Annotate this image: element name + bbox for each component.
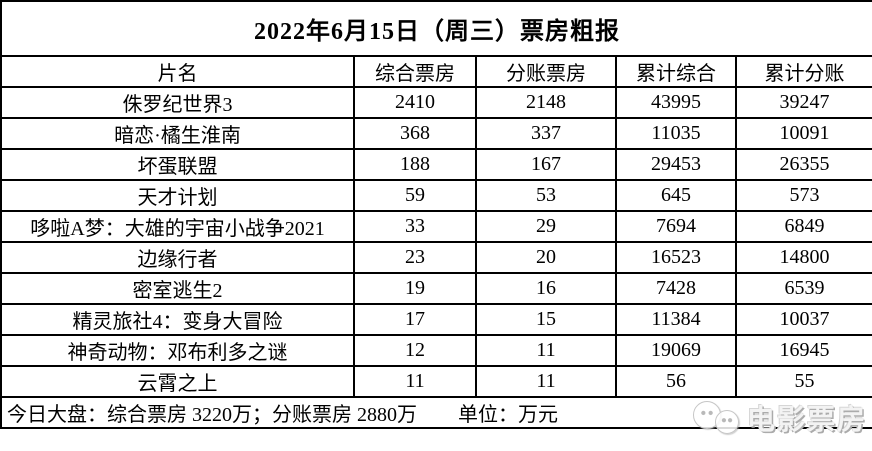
daily-gross-cell: 23 [353,241,477,274]
daily-split-cell: 29 [475,210,617,243]
cum-split-cell: 6539 [734,272,872,305]
report-title: 2022年6月15日（周三）票房粗报 [0,0,872,57]
cum-split-cell: 14800 [734,241,872,274]
movie-name-cell: 侏罗纪世界3 [0,86,355,119]
title-row: 2022年6月15日（周三）票房粗报 [0,0,872,57]
cum-gross-cell: 43995 [615,86,737,119]
cum-gross-cell: 11384 [615,303,737,336]
daily-split-cell: 20 [475,241,617,274]
header-row: 片名 综合票房 分账票房 累计综合 累计分账 [0,55,872,88]
table-row: 神奇动物：邓布利多之谜 12 11 19069 16945 [0,334,872,367]
column-header-film-name: 片名 [0,55,355,88]
daily-gross-cell: 368 [353,117,477,150]
cum-split-cell: 55 [734,365,872,398]
cum-split-cell: 39247 [734,86,872,119]
cum-gross-cell: 56 [615,365,737,398]
cum-split-cell: 6849 [734,210,872,243]
table-row: 云霄之上 11 11 56 55 [0,365,872,398]
column-header-daily-gross: 综合票房 [353,55,477,88]
daily-total-summary: 今日大盘：综合票房 3220万；分账票房 2880万 [7,404,417,426]
daily-gross-cell: 2410 [353,86,477,119]
cum-gross-cell: 29453 [615,148,737,181]
table-row: 天才计划 59 53 645 573 [0,179,872,212]
cum-split-cell: 573 [734,179,872,212]
table-row: 侏罗纪世界3 2410 2148 43995 39247 [0,86,872,119]
movie-name-cell: 哆啦A梦：大雄的宇宙小战争2021 [0,210,355,243]
movie-name-cell: 坏蛋联盟 [0,148,355,181]
cum-gross-cell: 7694 [615,210,737,243]
movie-name-cell: 云霄之上 [0,365,355,398]
daily-split-cell: 16 [475,272,617,305]
column-header-cum-split: 累计分账 [734,55,872,88]
daily-split-cell: 167 [475,148,617,181]
column-header-cum-gross: 累计综合 [615,55,737,88]
cum-split-cell: 16945 [734,334,872,367]
movie-name-cell: 天才计划 [0,179,355,212]
movie-name-cell: 神奇动物：邓布利多之谜 [0,334,355,367]
daily-gross-cell: 19 [353,272,477,305]
cum-gross-cell: 11035 [615,117,737,150]
daily-split-cell: 11 [475,365,617,398]
cum-gross-cell: 16523 [615,241,737,274]
table-row: 哆啦A梦：大雄的宇宙小战争2021 33 29 7694 6849 [0,210,872,243]
movie-name-cell: 密室逃生2 [0,272,355,305]
daily-split-cell: 337 [475,117,617,150]
cum-split-cell: 10037 [734,303,872,336]
daily-gross-cell: 12 [353,334,477,367]
daily-gross-cell: 17 [353,303,477,336]
table-row: 坏蛋联盟 188 167 29453 26355 [0,148,872,181]
daily-gross-cell: 188 [353,148,477,181]
daily-gross-cell: 33 [353,210,477,243]
table-row: 密室逃生2 19 16 7428 6539 [0,272,872,305]
movie-name-cell: 暗恋·橘生淮南 [0,117,355,150]
daily-split-cell: 2148 [475,86,617,119]
cum-split-cell: 10091 [734,117,872,150]
column-header-daily-split: 分账票房 [475,55,617,88]
table-row: 暗恋·橘生淮南 368 337 11035 10091 [0,117,872,150]
footer-row: 今日大盘：综合票房 3220万；分账票房 2880万 单位：万元 [0,396,872,429]
daily-gross-cell: 59 [353,179,477,212]
boxoffice-table: 2022年6月15日（周三）票房粗报 片名 综合票房 分账票房 累计综合 累计分… [0,0,872,429]
movie-name-cell: 边缘行者 [0,241,355,274]
cum-gross-cell: 19069 [615,334,737,367]
unit-label: 单位：万元 [458,404,558,426]
movie-name-cell: 精灵旅社4：变身大冒险 [0,303,355,336]
table-row: 精灵旅社4：变身大冒险 17 15 11384 10037 [0,303,872,336]
cum-gross-cell: 7428 [615,272,737,305]
daily-split-cell: 53 [475,179,617,212]
daily-split-cell: 15 [475,303,617,336]
cum-gross-cell: 645 [615,179,737,212]
daily-split-cell: 11 [475,334,617,367]
daily-gross-cell: 11 [353,365,477,398]
footer-cell: 今日大盘：综合票房 3220万；分账票房 2880万 单位：万元 [0,396,872,429]
cum-split-cell: 26355 [734,148,872,181]
table-row: 边缘行者 23 20 16523 14800 [0,241,872,274]
